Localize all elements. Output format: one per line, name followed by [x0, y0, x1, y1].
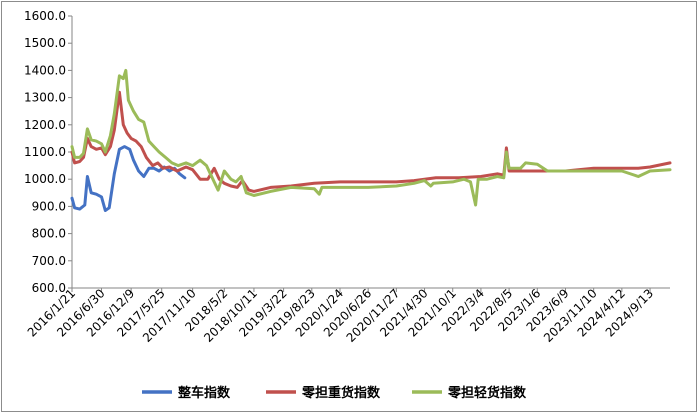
series-layer — [70, 68, 672, 212]
y-tick-label: 700.0 — [32, 254, 66, 268]
y-tick-label: 1400.0 — [24, 63, 66, 77]
y-tick-label: 1200.0 — [24, 118, 66, 132]
y-tick-label: 1000.0 — [24, 172, 66, 186]
legend-label-1: 零担重货指数 — [301, 385, 381, 401]
y-tick-label: 800.0 — [32, 227, 66, 241]
y-tick-label: 1500.0 — [24, 36, 66, 50]
y-tick-label: 900.0 — [32, 199, 66, 213]
series-line-1 — [70, 90, 672, 193]
y-tick-label: 600.0 — [32, 281, 66, 295]
y-tick-label: 1600.0 — [24, 9, 66, 23]
y-tick-label: 1300.0 — [24, 91, 66, 105]
legend-label-2: 零担轻货指数 — [447, 385, 527, 401]
y-tick-label: 1100.0 — [24, 145, 66, 159]
series-line-2 — [70, 68, 672, 207]
axes: 600.0 700.0 800.0 900.0 1000.0 1100.0 1200.0 13… — [24, 9, 670, 345]
series-line-0 — [70, 145, 187, 212]
legend: 整车指数 零担重货指数 零担轻货指数 — [142, 385, 527, 401]
legend-label-0: 整车指数 — [177, 385, 231, 401]
